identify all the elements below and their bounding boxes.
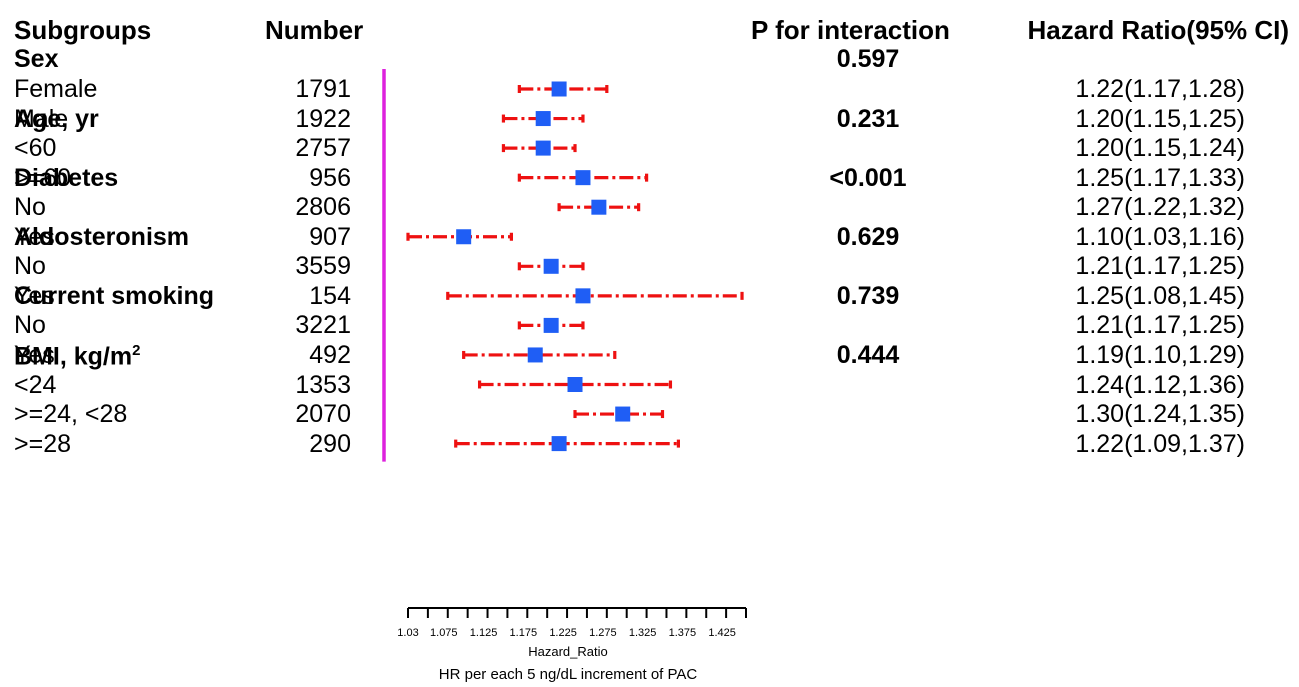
- subgroup-number: 492: [309, 340, 351, 369]
- hazard-ratio-text: 1.21(1.17,1.25): [1075, 252, 1245, 281]
- point-estimate: [535, 140, 551, 156]
- p-interaction-value: 0.597: [836, 45, 900, 74]
- subgroup-number: 907: [309, 222, 351, 251]
- group-label: Age, yr: [14, 104, 99, 133]
- p-interaction-value: 0.444: [836, 340, 900, 369]
- subgroup-label: Yes: [14, 222, 55, 251]
- x-tick-label: 1.075: [430, 627, 458, 639]
- subgroup-number: 2070: [295, 400, 351, 429]
- group-label: BMI, kg/m2: [14, 341, 141, 371]
- subgroup-number: 2806: [295, 193, 351, 222]
- hazard-ratio-text: 1.22(1.17,1.28): [1075, 75, 1245, 103]
- subgroup-number: 2757: [295, 134, 351, 163]
- group-label: Sex: [14, 45, 59, 74]
- x-tick-label: 1.175: [510, 627, 538, 639]
- subgroup-number: 1353: [295, 370, 351, 399]
- subgroup-label: >=60: [14, 163, 72, 192]
- subgroup-label: >=24, <28: [14, 400, 128, 429]
- subgroup-label: Female: [14, 75, 98, 103]
- subgroup-number: 1922: [295, 104, 351, 133]
- point-estimate: [575, 288, 591, 304]
- subgroup-number: 1791: [295, 75, 351, 103]
- subgroup-number: 154: [309, 281, 351, 310]
- subgroup-label: Male: [14, 104, 69, 133]
- p-interaction-value: <0.001: [829, 163, 907, 192]
- subgroup-number: 290: [309, 429, 351, 458]
- subgroup-label: >=28: [14, 429, 72, 458]
- point-estimate: [567, 377, 583, 392]
- point-estimate: [615, 406, 631, 422]
- header-number: Number: [265, 15, 364, 45]
- group-label: Aldosteronism: [14, 222, 190, 251]
- caption: HR per each 5 ng/dL increment of PAC: [438, 666, 698, 683]
- point-estimate: [535, 111, 551, 127]
- p-interaction-value: 0.739: [836, 281, 900, 310]
- hazard-ratio-text: 1.22(1.09,1.37): [1075, 429, 1245, 458]
- group-label-superscript: 2: [132, 341, 141, 359]
- hazard-ratio-text: 1.24(1.12,1.36): [1075, 370, 1245, 399]
- header-p-interaction: P for interaction: [751, 15, 950, 45]
- hazard-ratio-text: 1.27(1.22,1.32): [1075, 193, 1245, 222]
- x-tick-label: 1.425: [708, 627, 736, 639]
- subgroup-label: No: [14, 252, 46, 281]
- hazard-ratio-text: 1.20(1.15,1.25): [1075, 104, 1245, 133]
- header-subgroups: Subgroups: [14, 15, 152, 45]
- point-estimate: [575, 170, 591, 186]
- hazard-ratio-text: 1.25(1.08,1.45): [1075, 281, 1245, 310]
- p-interaction-value: 0.629: [836, 222, 900, 251]
- x-axis-label: Hazard_Ratio: [528, 644, 608, 659]
- subgroup-number: 3221: [295, 311, 351, 340]
- subgroup-label: <60: [14, 134, 57, 163]
- point-estimate: [456, 229, 472, 245]
- point-estimate: [551, 81, 567, 97]
- subgroup-label: No: [14, 193, 46, 222]
- x-tick-label: 1.225: [549, 627, 577, 639]
- hazard-ratio-text: 1.21(1.17,1.25): [1075, 311, 1245, 340]
- hazard-ratio-text: 1.30(1.24,1.35): [1075, 400, 1245, 429]
- point-estimate: [591, 199, 607, 215]
- x-tick-label: 1.125: [470, 627, 498, 639]
- x-tick-label: 1.03: [397, 627, 418, 639]
- header-hazard-ratio: Hazard Ratio(95% CI): [1027, 15, 1290, 45]
- point-estimate: [543, 317, 559, 333]
- subgroup-number: 3559: [295, 252, 351, 281]
- subgroup-number: 956: [309, 163, 351, 192]
- point-estimate: [527, 347, 543, 363]
- point-estimate: [551, 436, 567, 452]
- subgroup-label: No: [14, 311, 46, 340]
- hazard-ratio-text: 1.19(1.10,1.29): [1075, 340, 1245, 369]
- hazard-ratio-text: 1.20(1.15,1.24): [1075, 134, 1245, 163]
- x-tick-label: 1.325: [629, 627, 657, 639]
- x-tick-label: 1.275: [589, 627, 617, 639]
- subgroup-label: Yes: [14, 281, 55, 310]
- group-label: Current smoking: [14, 281, 215, 310]
- point-estimate: [543, 258, 559, 274]
- subgroup-label: Yes: [14, 340, 55, 369]
- p-interaction-value: 0.231: [836, 104, 900, 133]
- group-label: Diabetes: [14, 163, 119, 192]
- hazard-ratio-text: 1.25(1.17,1.33): [1075, 163, 1245, 192]
- hazard-ratio-text: 1.10(1.03,1.16): [1075, 222, 1245, 251]
- subgroup-label: <24: [14, 370, 57, 399]
- x-tick-label: 1.375: [669, 627, 697, 639]
